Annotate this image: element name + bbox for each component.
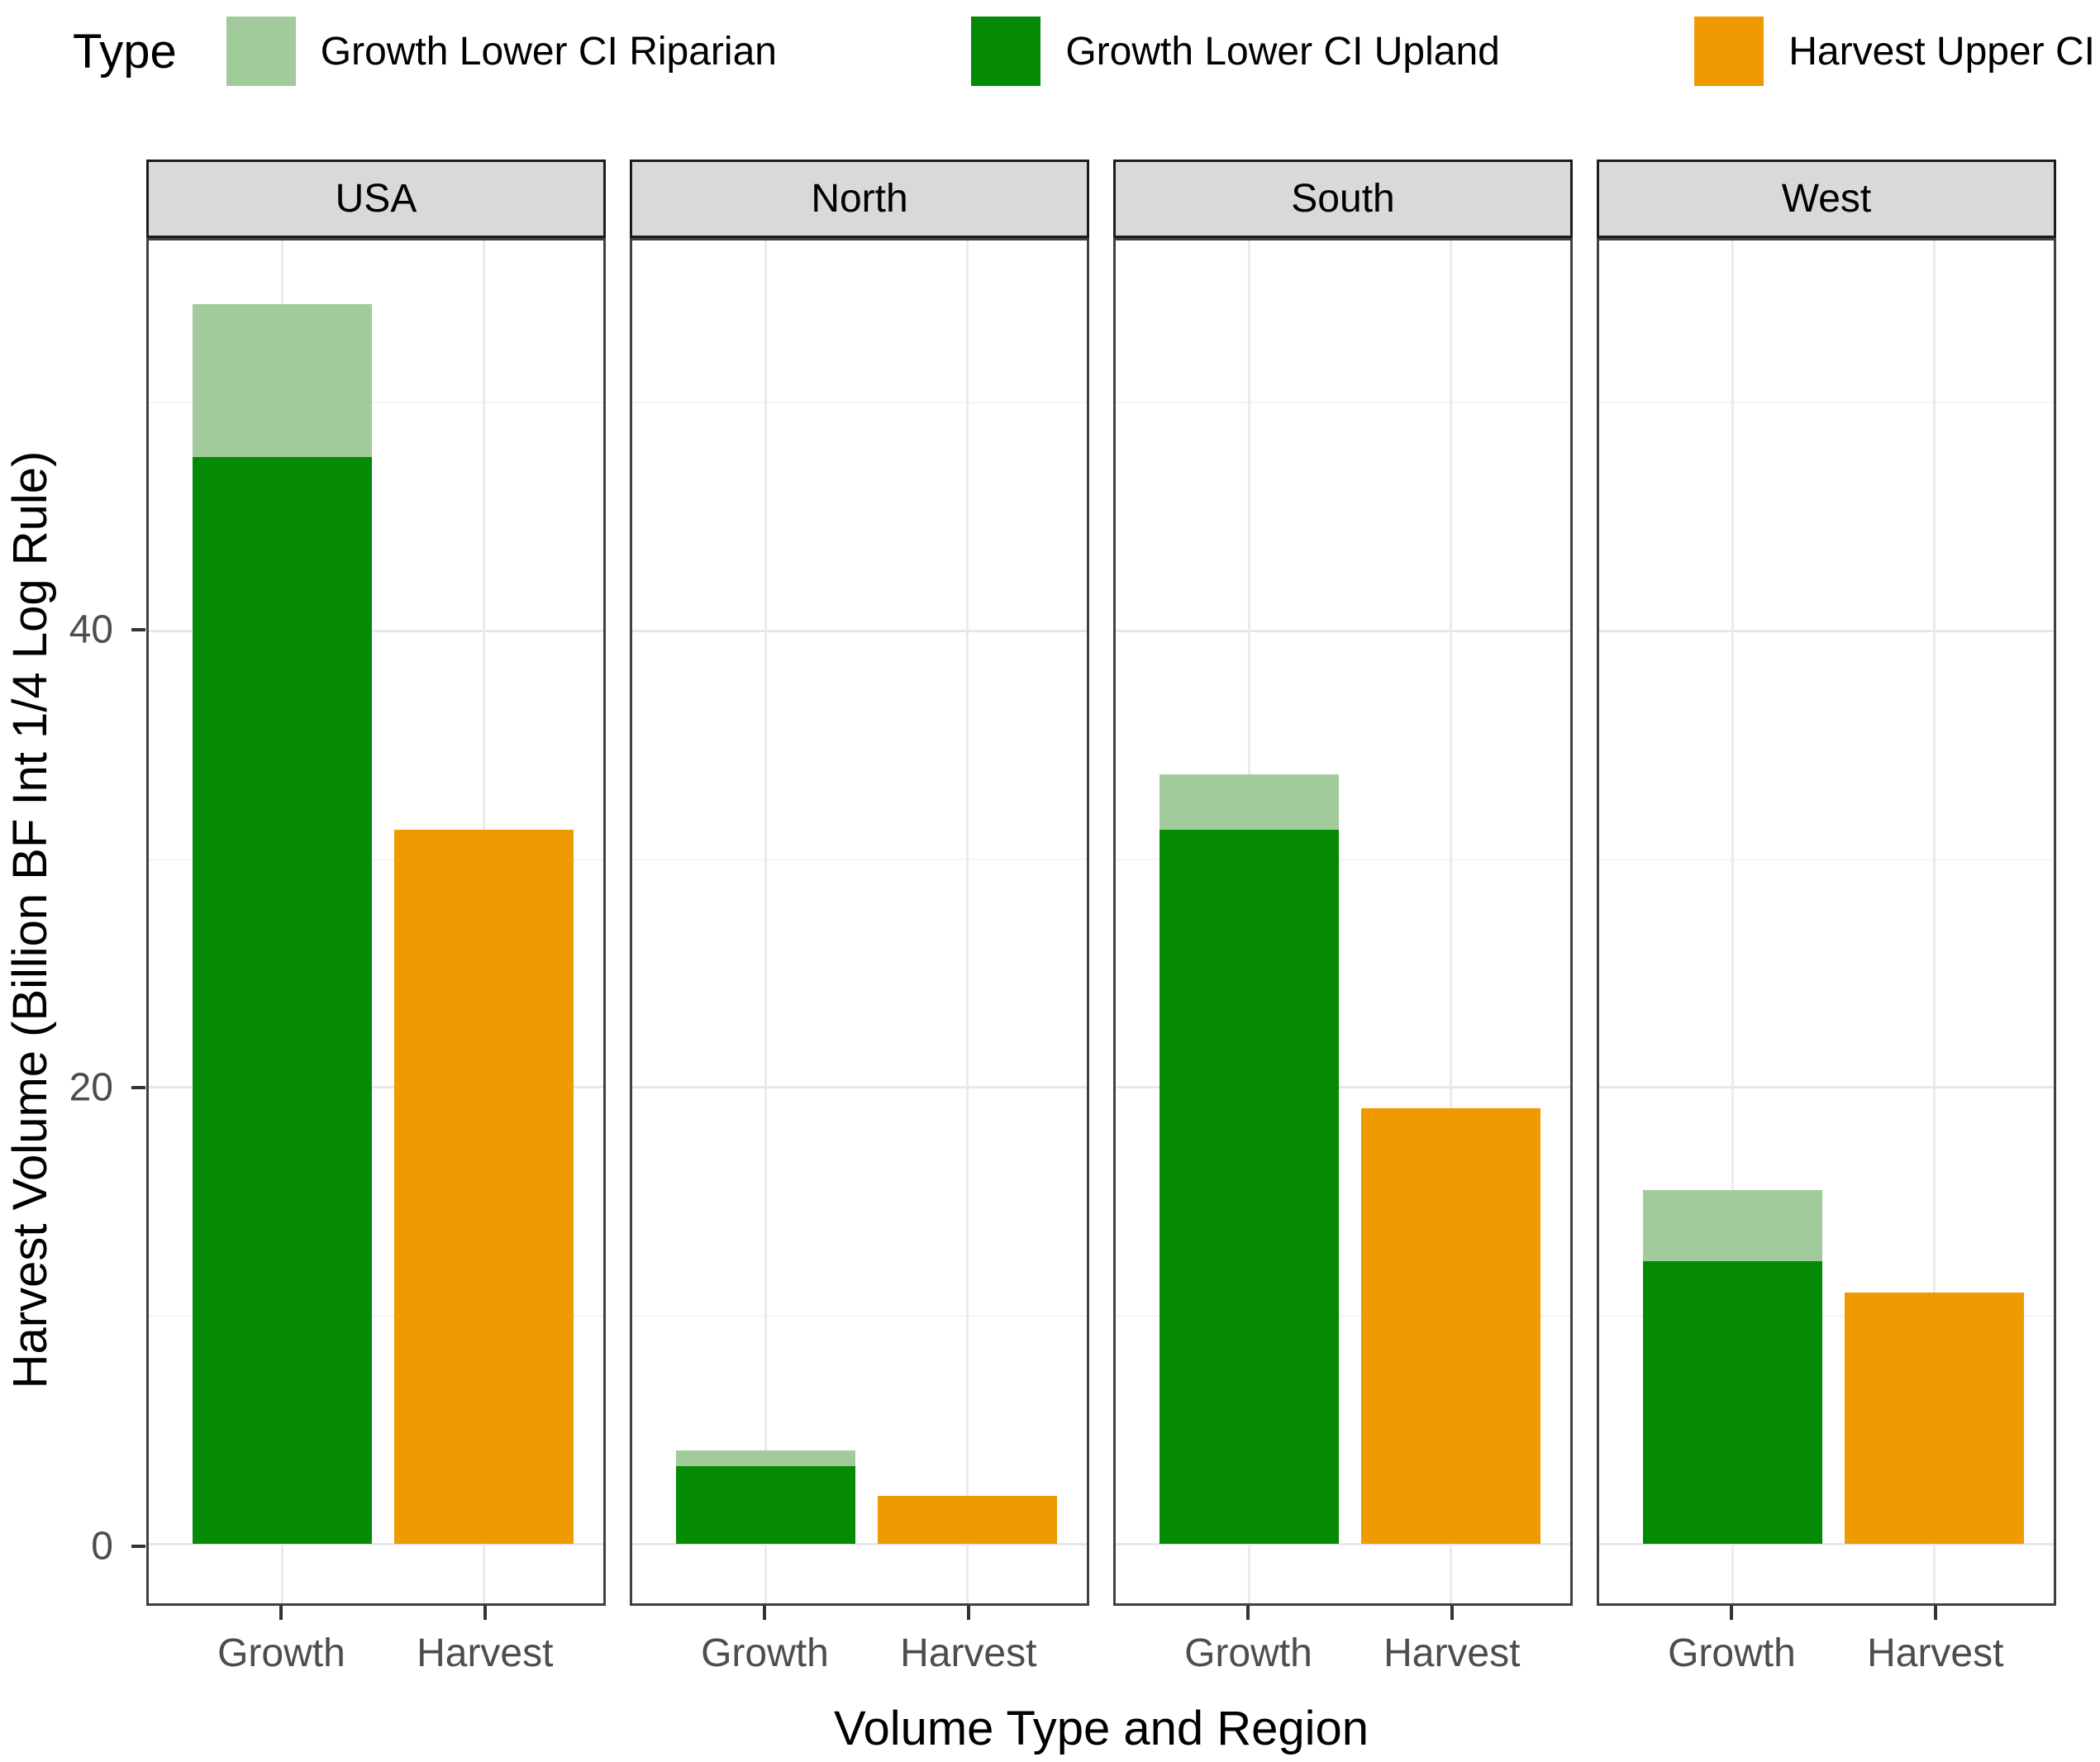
legend-swatch-icon xyxy=(1694,17,1764,86)
y-tick-label: 40 xyxy=(69,607,113,652)
bar-harvest xyxy=(1845,1293,2024,1545)
gridline-h-major xyxy=(1599,1086,2054,1089)
gridline-h-major xyxy=(1599,1542,2054,1545)
gridline-h-minor xyxy=(1599,1314,2054,1317)
facet-panel xyxy=(146,238,606,1606)
gridline-h-minor xyxy=(632,1314,1087,1317)
bar-growth-riparian xyxy=(1160,774,1340,830)
legend-item-0: Growth Lower CI Riparian xyxy=(226,17,777,86)
legend-item-label: Growth Lower CI Riparian xyxy=(320,29,777,74)
bar-growth-upland xyxy=(1160,829,1340,1545)
gridline-h-minor xyxy=(149,402,603,404)
x-tick-label: Growth xyxy=(701,1631,829,1675)
facet-west: West Growth Harvest xyxy=(1597,160,2056,1705)
facet-panel xyxy=(630,238,1089,1606)
legend-item-1: Growth Lower CI Upland xyxy=(971,17,1500,86)
legend-item-2: Harvest Upper CI xyxy=(1694,17,2095,86)
gridline-h-major xyxy=(149,1086,603,1089)
bar-harvest xyxy=(878,1496,1057,1545)
legend-title: Type xyxy=(73,24,177,79)
gridline-h-major xyxy=(632,629,1087,632)
gridline-v-major xyxy=(1731,240,1735,1603)
x-tick-mark xyxy=(483,1606,487,1620)
x-tick-label: Harvest xyxy=(1867,1631,2004,1675)
x-axis-title: Volume Type and Region xyxy=(833,1702,1369,1755)
bar-harvest xyxy=(394,829,574,1545)
legend-swatch-icon xyxy=(971,17,1041,86)
bar-growth-riparian xyxy=(193,304,373,458)
gridline-h-minor xyxy=(632,402,1087,404)
legend: Type Growth Lower CI Riparian Growth Lowe… xyxy=(73,5,2095,98)
gridline-h-minor xyxy=(1599,402,2054,404)
x-tick-label: Growth xyxy=(1184,1631,1312,1675)
gridline-h-minor xyxy=(1116,402,1570,404)
gridline-h-minor xyxy=(1116,858,1570,860)
gridline-h-major xyxy=(1116,1542,1570,1545)
x-tick-label: Harvest xyxy=(900,1631,1037,1675)
y-tick-label: 20 xyxy=(69,1065,113,1110)
bar-growth-upland xyxy=(676,1466,856,1545)
x-axis-area: Growth Harvest xyxy=(1597,1606,2056,1705)
x-tick-label: Growth xyxy=(1668,1631,1796,1675)
x-axis-area: Growth Harvest xyxy=(630,1606,1089,1705)
legend-items: Growth Lower CI Riparian Growth Lower CI … xyxy=(226,17,2095,86)
facet-strip-label: South xyxy=(1113,160,1573,238)
gridline-h-major xyxy=(149,1542,603,1545)
facet-north: North Growth Harvest xyxy=(630,160,1089,1705)
bar-harvest xyxy=(1361,1107,1540,1545)
facet-usa: USA Growth Harvest xyxy=(146,160,606,1705)
bar-growth-upland xyxy=(193,457,373,1545)
x-axis-area: Growth Harvest xyxy=(146,1606,606,1705)
facet-strip-label: USA xyxy=(146,160,606,238)
x-tick-mark xyxy=(966,1606,970,1620)
x-tick-mark xyxy=(763,1606,767,1620)
x-tick-mark xyxy=(1933,1606,1937,1620)
y-tick-mark xyxy=(131,1086,145,1090)
facet-strip-label: North xyxy=(630,160,1089,238)
legend-item-label: Harvest Upper CI xyxy=(1788,29,2095,74)
facet-panel xyxy=(1113,238,1573,1606)
x-tick-mark xyxy=(1450,1606,1454,1620)
facet-panel xyxy=(1597,238,2056,1606)
gridline-v-major xyxy=(764,240,768,1603)
gridline-h-major xyxy=(1599,629,2054,632)
x-tick-mark xyxy=(1730,1606,1734,1620)
bar-growth-riparian xyxy=(1643,1190,1823,1261)
gridline-h-minor xyxy=(1599,858,2054,860)
facet-strip-label: West xyxy=(1597,160,2056,238)
gridline-h-major xyxy=(1116,629,1570,632)
legend-swatch-icon xyxy=(226,17,296,86)
x-tick-mark xyxy=(279,1606,283,1620)
x-tick-label: Harvest xyxy=(417,1631,554,1675)
legend-item-label: Growth Lower CI Upland xyxy=(1065,29,1500,74)
y-tick-mark xyxy=(131,1544,145,1548)
gridline-h-major xyxy=(149,629,603,632)
facet-south: South Growth Harvest xyxy=(1113,160,1573,1705)
x-tick-label: Harvest xyxy=(1383,1631,1521,1675)
gridline-h-major xyxy=(632,1542,1087,1545)
gridline-v-major xyxy=(965,240,969,1603)
gridline-h-minor xyxy=(632,858,1087,860)
gridline-h-major xyxy=(632,1086,1087,1089)
gridline-h-minor xyxy=(149,858,603,860)
gridline-h-minor xyxy=(149,1314,603,1317)
gridline-h-minor xyxy=(1116,1314,1570,1317)
y-tick-label: 0 xyxy=(91,1524,113,1569)
y-tick-mark xyxy=(131,628,145,632)
y-axis: 0 20 40 xyxy=(0,238,146,1606)
x-tick-mark xyxy=(1246,1606,1250,1620)
plot-region: USA Growth Harvest North Growth Harvest South G… xyxy=(146,160,2056,1705)
x-axis-area: Growth Harvest xyxy=(1113,1606,1573,1705)
bar-growth-riparian xyxy=(676,1450,856,1467)
gridline-v-major xyxy=(1449,240,1452,1603)
gridline-v-major xyxy=(1932,240,1936,1603)
x-tick-label: Growth xyxy=(217,1631,345,1675)
gridline-h-major xyxy=(1116,1086,1570,1089)
bar-growth-upland xyxy=(1643,1260,1823,1545)
